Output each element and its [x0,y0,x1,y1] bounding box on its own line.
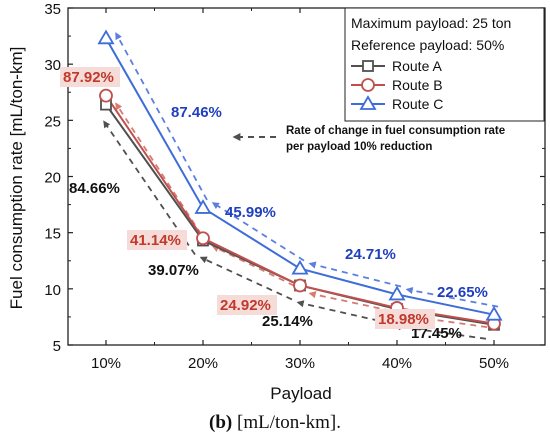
y-tick-label: 25 [44,113,61,130]
x-tick-label-40: 40% [382,355,412,372]
y-tick-label: 10 [44,282,61,299]
legend-label-route-b: Route B [392,77,443,93]
annotation-route-a-2: 39.07% [148,262,199,279]
trend-arrow-route-a [199,256,293,301]
annotation-route-a-4: 17.45% [411,325,462,342]
trend-arrow-route-b [405,313,499,330]
legend-label-route-c: Route C [392,96,443,112]
legend-frame [344,7,545,122]
trend-arrow-route-b [211,245,305,292]
fuel-consumption-chart: Fuel consumption rate [mL/ton-km] Payloa… [7,1,546,403]
legend-marker-route-b [361,78,375,92]
point-route-b-30 [293,278,307,293]
legend-label-route-a: Route A [392,58,442,74]
legend: Maximum payload: 25 ton Reference payloa… [344,7,545,122]
trend-arrow-route-a [296,300,390,324]
annotation-highlight [217,295,277,315]
point-route-c-30 [291,259,309,275]
arrow-legend-line-2: per payload 10% reduction [286,141,432,153]
annotation-route-b-1: 87.92% [63,69,114,86]
annotation-route-a-1: 84.66% [69,180,120,197]
x-tick-label-20: 20% [188,355,218,372]
y-tick-label: 15 [44,226,61,243]
annotation-highlight [127,230,187,250]
figure-caption: (b) [mL/ton-km]. [0,412,550,434]
x-tick-label-30: 30% [285,355,315,372]
annotation-route-a-3: 25.14% [262,313,313,330]
annotation-route-c-3: 24.71% [345,246,396,263]
point-route-c-50 [485,305,503,321]
y-tick-label: 30 [44,57,61,74]
annotation-route-c-4: 22.65% [437,284,488,301]
arrow-legend: Rate of change in fuel consumption rate … [232,125,505,153]
annotation-route-b-4: 18.98% [378,311,429,328]
legend-header-2: Reference payload: 50% [351,37,504,53]
trend-arrow-route-b [115,102,208,244]
y-tick-label: 35 [44,1,61,18]
annotation-highlight [60,67,120,87]
point-route-b-10 [99,88,113,103]
trend-arrow-route-c [308,261,402,288]
annotation-highlight [375,309,435,329]
legend-marker-route-c [359,95,377,110]
point-route-c-40 [388,285,406,301]
annotation-route-c-1: 87.46% [171,104,222,121]
annotation-route-c-2: 45.99% [225,204,276,221]
caption-label: (b) [209,412,233,433]
annotation-route-b-2: 41.14% [130,232,181,249]
y-tick-label: 20 [44,170,61,187]
trend-arrow-route-c [115,32,208,201]
point-route-c-20 [194,199,212,214]
legend-marker-route-a [362,60,374,72]
y-tick-label: 5 [53,338,61,355]
point-route-c-10 [97,29,115,45]
annotation-route-b-3: 24.92% [220,297,271,314]
y-axis-title: Fuel consumption rate [mL/ton-km] [7,47,26,310]
trend-arrow-route-c [211,202,305,262]
trend-arrow-route-c [405,286,499,308]
x-tick-label-50: 50% [479,355,509,372]
point-route-b-20 [196,231,210,246]
legend-header-1: Maximum payload: 25 ton [351,15,511,31]
x-axis-title: Payload [270,384,331,403]
arrow-legend-line-1: Rate of change in fuel consumption rate [286,125,505,137]
caption-text: [mL/ton-km]. [232,412,341,433]
x-tick-label-10: 10% [91,355,121,372]
trend-arrow-route-a [393,323,487,340]
